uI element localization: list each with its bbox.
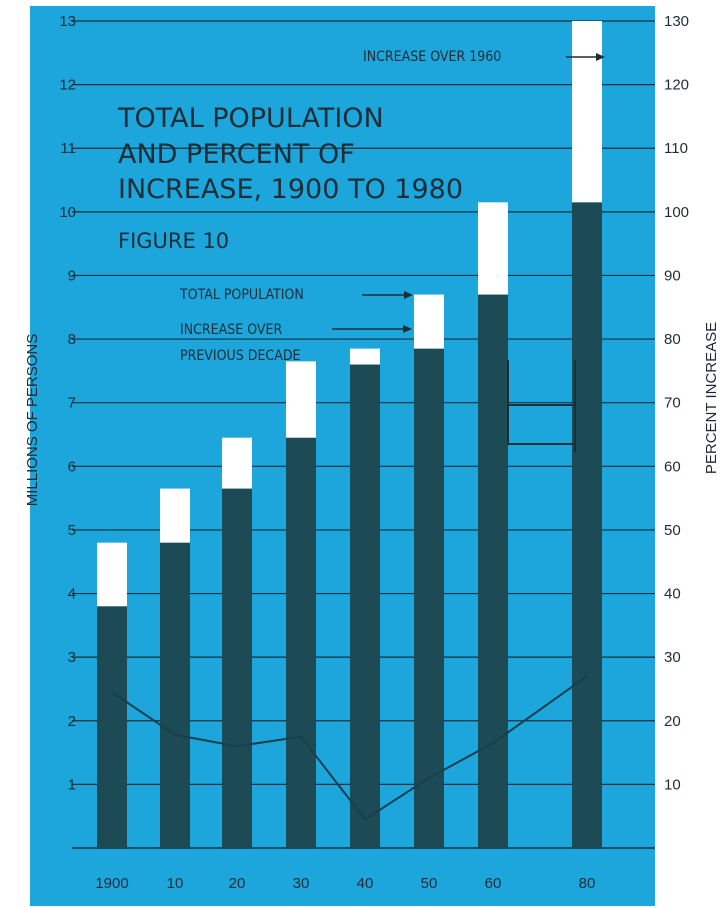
x-tick-label: 30 [293,875,310,892]
y-tick-label: 8 [68,331,76,348]
y2-axis-label: PERCENT INCREASE [703,322,720,474]
bar-increase-1900 [97,542,127,607]
bar-base-80 [572,202,602,849]
y2-tick-label: 20 [664,713,681,730]
y-tick-label: 2 [68,713,76,730]
annotation-increase-over-1960: INCREASE OVER 1960 [363,49,501,65]
title-line-1: TOTAL POPULATION [117,103,384,134]
x-tick-labels: 1900 10 20 30 40 50 60 80 [95,875,595,892]
annotation-total-population: TOTAL POPULATION [179,287,304,303]
bar-increase-40 [350,348,380,365]
percent-increase-line [111,675,588,821]
bar-base-20 [222,488,252,848]
figure-label: FIGURE 10 [118,229,229,253]
y-tick-label: 9 [68,267,76,284]
y-tick-label: 5 [68,522,76,539]
x-tick-label: 20 [229,875,246,892]
bracket-1960-1980 [507,360,576,452]
y-tick-label: 4 [68,586,76,603]
x-tick-label: 60 [485,875,502,892]
bar-increase-80 [572,21,602,203]
bar-increase-20 [222,437,252,489]
y-tick-label: 7 [68,395,76,412]
y-axis-label: MILLIONS OF PERSONS [24,334,41,507]
x-tick-label: 80 [579,875,596,892]
arrow-1960-head [596,53,605,61]
percent-line-layer [111,675,588,821]
y2-tick-label: 50 [664,522,681,539]
bar-base-50 [414,348,444,848]
y2-tick-label: 80 [664,331,681,348]
y2-tick-label: 40 [664,586,681,603]
y-tick-label: 3 [68,649,76,666]
y-tick-label: 13 [59,13,76,30]
y2-tick-label: 10 [664,776,681,793]
x-tick-label: 1900 [95,875,128,892]
bar-base-60 [478,294,508,848]
arrow-total-head [404,291,413,299]
y2-tick-label: 120 [664,77,689,94]
bar-increase-30 [286,361,316,438]
y2-tick-label: 100 [664,204,689,221]
y2-tick-label: 70 [664,395,681,412]
x-tick-label: 50 [421,875,438,892]
y-tick-label: 12 [59,77,76,94]
annotation-increase-line-1: INCREASE OVER [180,322,282,338]
title-line-2: AND PERCENT OF [118,139,355,170]
y2-tick-label: 60 [664,458,681,475]
bar-base-1900 [97,606,127,848]
y-tick-label: 10 [59,204,76,221]
plot-background [30,6,655,906]
y2-tick-label: 110 [664,140,688,157]
y-tick-label: 11 [60,140,76,157]
bar-increase-60 [478,202,508,295]
bar-increase-10 [160,488,190,543]
y2-tick-label: 130 [664,13,689,30]
bar-base-30 [286,437,316,848]
title-line-3: INCREASE, 1900 TO 1980 [118,174,463,205]
arrow-increase-head [403,325,412,333]
bars [97,21,602,849]
x-tick-label: 40 [357,875,374,892]
annotations: TOTAL POPULATION INCREASE OVER PREVIOUS … [179,49,605,452]
title-block: TOTAL POPULATION AND PERCENT OF INCREASE… [117,103,463,253]
bar-base-10 [160,542,190,848]
bar-base-40 [350,364,380,848]
bar-increase-50 [414,294,444,349]
y-tick-label: 1 [68,776,76,793]
x-tick-label: 10 [167,875,184,892]
right-tick-labels: 10 20 30 40 50 60 70 80 90 100 110 120 130 [664,13,689,793]
y2-tick-label: 90 [664,267,681,284]
y-tick-label: 6 [68,458,76,475]
annotation-increase-line-2: PREVIOUS DECADE [180,348,301,364]
y2-tick-label: 30 [664,649,681,666]
